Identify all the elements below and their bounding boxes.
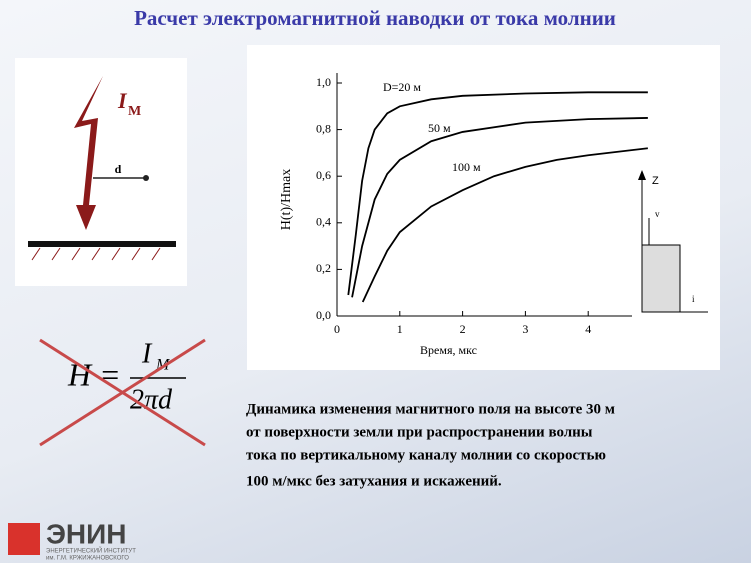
caption-line: от поверхности земли при распространении… bbox=[246, 424, 593, 440]
formula-num: I bbox=[141, 338, 153, 369]
x-tick-label: 3 bbox=[522, 322, 528, 336]
caption-line: тока по вертикальному каналу молнии со с… bbox=[246, 447, 606, 463]
y-tick-label: 1,0 bbox=[316, 75, 331, 89]
x-tick-label: 4 bbox=[585, 322, 591, 336]
series-label: D=20 м bbox=[383, 80, 421, 94]
current-sub: М bbox=[128, 104, 141, 119]
y-tick-label: 0,0 bbox=[316, 308, 331, 322]
logo-sub: ЭНЕРГЕТИЧЕСКИЙ ИНСТИТУТ bbox=[46, 547, 136, 555]
cross bbox=[39, 338, 206, 447]
inset-v: v bbox=[655, 209, 660, 219]
slide-title: Расчет электромагнитной наводки от тока … bbox=[134, 6, 616, 30]
line bbox=[347, 91, 648, 296]
ground bbox=[28, 241, 176, 247]
inset-channel bbox=[641, 244, 681, 313]
y-tick-label: 0,6 bbox=[316, 168, 331, 182]
line bbox=[361, 147, 648, 303]
series-label: 50 м bbox=[428, 121, 451, 135]
x-tick-label: 2 bbox=[460, 322, 466, 336]
lightning bbox=[74, 76, 103, 230]
series-label: 100 м bbox=[452, 160, 481, 174]
inset-z: Z bbox=[652, 175, 659, 187]
caption-line: Динамика изменения магнитного поля на вы… bbox=[246, 401, 615, 417]
logo: ЭНИН bbox=[46, 518, 127, 549]
y-tick-label: 0,8 bbox=[316, 121, 331, 135]
x-tick-label: 1 bbox=[397, 322, 403, 336]
y-tick-label: 0,2 bbox=[316, 261, 331, 275]
plot: 0,0 0,2 0,4 0,6 0,8 1,0 0 1 2 3 4 Время, мкс H(t)/Hm… bbox=[279, 73, 655, 357]
x-tick-label: 0 bbox=[334, 322, 340, 336]
caption: Динамика изменения магнитного поля на вы… bbox=[246, 401, 615, 489]
arrow bbox=[638, 170, 646, 180]
y-axis-label: H(t)/Hmax bbox=[279, 169, 294, 230]
logo-sub: им. Г.М. КРЖИЖАНОВСКОГО bbox=[46, 556, 129, 562]
caption-line: 100 м/мкс без затухания и искажений. bbox=[246, 473, 502, 489]
distance-label: d bbox=[115, 162, 122, 176]
current-label: I bbox=[117, 88, 128, 113]
x-axis-label: Время, мкс bbox=[420, 343, 477, 357]
hatch bbox=[31, 247, 161, 261]
inset-i: i bbox=[692, 294, 695, 304]
panel bbox=[15, 58, 187, 286]
point bbox=[143, 175, 149, 181]
y-tick-label: 0,4 bbox=[316, 215, 331, 229]
logo-mark bbox=[8, 523, 40, 555]
line bbox=[351, 117, 648, 298]
